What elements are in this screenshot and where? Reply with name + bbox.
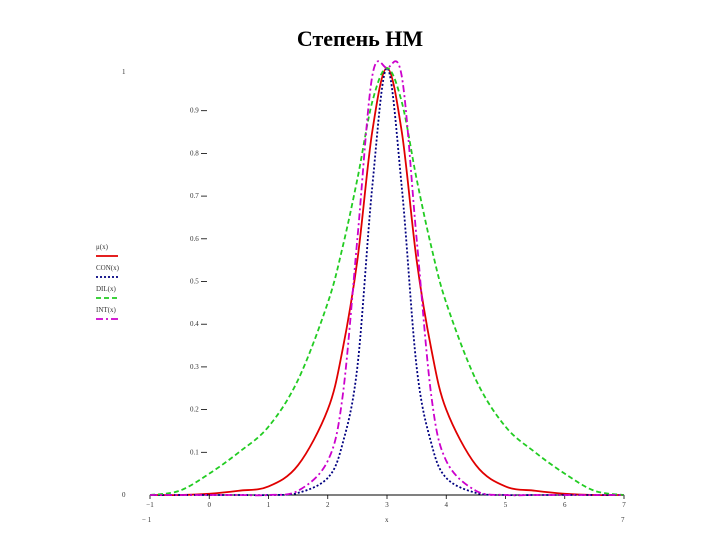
x-tick-label: −1 xyxy=(146,501,154,509)
page-title: Степень НМ xyxy=(296,26,424,51)
y-tick-label: 0.6 xyxy=(190,235,199,243)
legend-entry-label: CON(x) xyxy=(96,264,120,272)
y-axis-end-labels: 1 0 xyxy=(122,68,126,499)
series-line xyxy=(150,60,624,497)
x-tick-label: 2 xyxy=(326,501,330,509)
y-tick-label: 0.9 xyxy=(190,107,199,115)
series-line xyxy=(150,67,624,497)
y-tick-label: 0.8 xyxy=(190,149,199,157)
x-tick-label: 7 xyxy=(622,501,626,509)
x-tick-label: 1 xyxy=(267,501,271,509)
series-line xyxy=(149,67,625,496)
x-tick-label: 0 xyxy=(208,501,212,509)
x-ticks: −1 0 1 2 3 4 5 6 7 xyxy=(146,495,626,509)
y-tick-label: 0.4 xyxy=(190,320,199,328)
x-axis-left-end-label: − 1 xyxy=(142,516,152,524)
x-axis-right-end-label: 7 xyxy=(621,516,625,524)
x-tick-label: 5 xyxy=(504,501,508,509)
y-tick-label: 0.3 xyxy=(190,363,199,371)
legend-entry-label: DIL(x) xyxy=(96,285,116,293)
y-tick-label: 0.1 xyxy=(190,448,199,456)
legend-entry-label: μ(x) xyxy=(96,243,109,251)
y-ticks: 0.1 0.2 0.3 0.4 0.5 0.6 0.7 0.8 0.9 xyxy=(190,107,207,456)
y-tick-label: 0.5 xyxy=(190,278,199,286)
legend: μ(x) CON(x) DIL(x) INT(x) xyxy=(96,243,120,320)
x-axis-end-labels: − 1 7 x xyxy=(142,516,625,524)
y-tick-label: 0.2 xyxy=(190,406,199,414)
y-tick-label: 0.7 xyxy=(190,192,199,200)
y-axis-bottom-label: 0 xyxy=(122,491,126,499)
x-tick-label: 6 xyxy=(563,501,567,509)
x-tick-label: 4 xyxy=(445,501,449,509)
legend-entry-label: INT(x) xyxy=(96,306,116,314)
series-lines xyxy=(149,60,625,497)
x-tick-label: 3 xyxy=(385,501,389,509)
series-line xyxy=(149,67,625,496)
x-axis-label: x xyxy=(385,516,389,524)
y-axis-top-label: 1 xyxy=(122,68,126,76)
